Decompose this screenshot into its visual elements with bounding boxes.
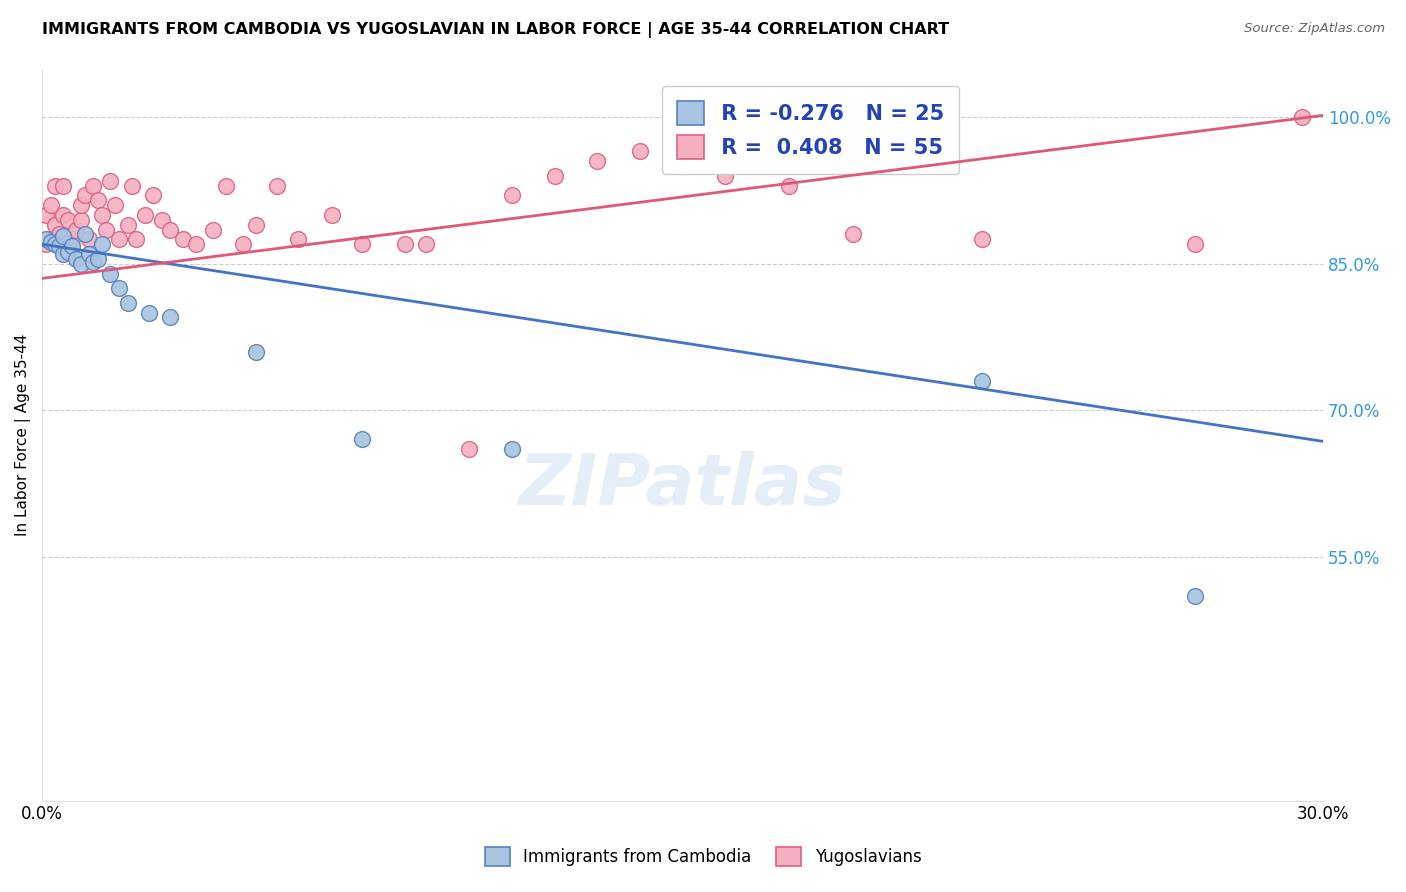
Point	[108, 281, 131, 295]
Point	[117, 295, 139, 310]
Point	[56, 212, 79, 227]
Point	[201, 222, 224, 236]
Point	[321, 208, 343, 222]
Point	[77, 232, 100, 246]
Point	[56, 245, 79, 260]
Point	[52, 178, 75, 193]
Point	[415, 237, 437, 252]
Point	[1291, 111, 1313, 125]
Point	[104, 198, 127, 212]
Point	[501, 188, 523, 202]
Point	[77, 247, 100, 261]
Point	[44, 237, 66, 252]
Point	[100, 267, 122, 281]
Point	[90, 237, 112, 252]
Point	[394, 237, 416, 252]
Point	[39, 235, 62, 250]
Point	[35, 208, 58, 222]
Point	[65, 252, 87, 266]
Point	[65, 222, 87, 236]
Point	[159, 222, 181, 236]
Point	[100, 174, 122, 188]
Point	[35, 237, 58, 252]
Point	[48, 227, 70, 242]
Point	[69, 212, 91, 227]
Point	[56, 237, 79, 252]
Point	[142, 188, 165, 202]
Point	[714, 169, 737, 183]
Point	[86, 194, 108, 208]
Point	[501, 442, 523, 457]
Point	[586, 154, 609, 169]
Point	[48, 239, 70, 253]
Point	[52, 208, 75, 222]
Point	[543, 169, 565, 183]
Point	[159, 310, 181, 325]
Point	[44, 218, 66, 232]
Point	[150, 212, 173, 227]
Point	[184, 237, 207, 252]
Point	[121, 178, 143, 193]
Point	[69, 257, 91, 271]
Point	[245, 218, 267, 232]
Point	[52, 229, 75, 244]
Point	[1184, 589, 1206, 603]
Text: ZIPatlas: ZIPatlas	[519, 451, 846, 520]
Point	[35, 232, 58, 246]
Point	[352, 237, 374, 252]
Legend: Immigrants from Cambodia, Yugoslavians: Immigrants from Cambodia, Yugoslavians	[477, 838, 929, 875]
Text: IMMIGRANTS FROM CAMBODIA VS YUGOSLAVIAN IN LABOR FORCE | AGE 35-44 CORRELATION C: IMMIGRANTS FROM CAMBODIA VS YUGOSLAVIAN …	[42, 22, 949, 38]
Point	[60, 239, 83, 253]
Point	[672, 159, 695, 173]
Point	[778, 178, 800, 193]
Point	[39, 232, 62, 246]
Point	[39, 198, 62, 212]
Point	[73, 188, 96, 202]
Point	[60, 232, 83, 246]
Point	[287, 232, 309, 246]
Point	[90, 208, 112, 222]
Point	[117, 218, 139, 232]
Text: Source: ZipAtlas.com: Source: ZipAtlas.com	[1244, 22, 1385, 36]
Point	[1184, 237, 1206, 252]
Point	[108, 232, 131, 246]
Point	[458, 442, 481, 457]
Point	[73, 227, 96, 242]
Point	[970, 232, 993, 246]
Point	[44, 178, 66, 193]
Point	[245, 344, 267, 359]
Point	[970, 374, 993, 388]
Legend:  R = -0.276   N = 25,  R =  0.408   N = 55: R = -0.276 N = 25, R = 0.408 N = 55	[662, 87, 959, 174]
Point	[52, 247, 75, 261]
Point	[138, 305, 160, 319]
Point	[215, 178, 238, 193]
Point	[69, 198, 91, 212]
Point	[96, 222, 118, 236]
Point	[134, 208, 156, 222]
Point	[842, 227, 865, 242]
Point	[82, 178, 104, 193]
Point	[82, 254, 104, 268]
Point	[172, 232, 194, 246]
Point	[232, 237, 254, 252]
Point	[125, 232, 148, 246]
Point	[352, 433, 374, 447]
Point	[628, 145, 651, 159]
Point	[266, 178, 288, 193]
Y-axis label: In Labor Force | Age 35-44: In Labor Force | Age 35-44	[15, 334, 31, 536]
Point	[86, 252, 108, 266]
